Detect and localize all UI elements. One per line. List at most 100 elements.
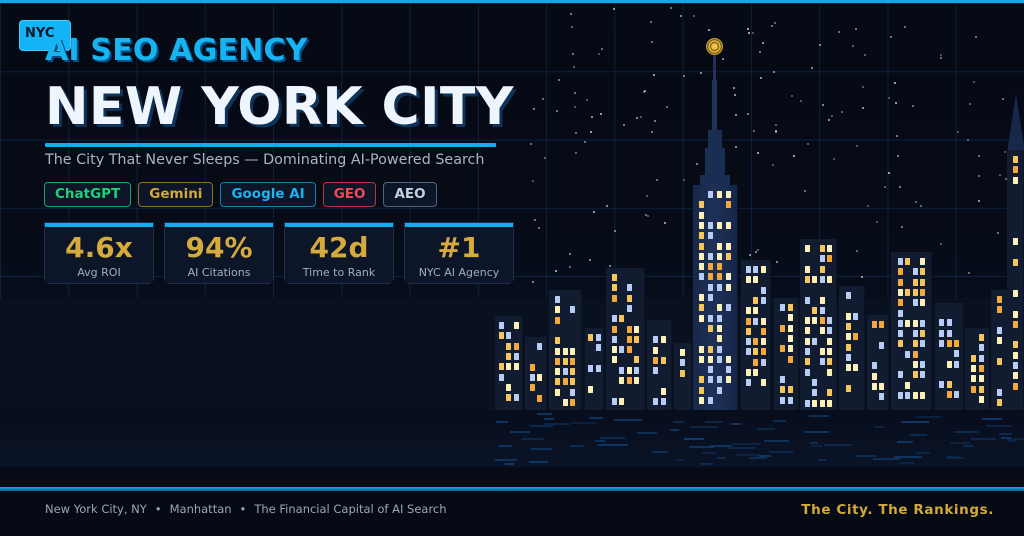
nyc-badge: NYC [19,20,71,51]
window-light [845,312,851,320]
window-light [707,252,713,260]
platform-tags: ChatGPT Gemini Google AI GEO AEO [44,182,437,207]
footer-city: New York City, NY [45,502,147,516]
window-light [745,276,751,284]
star-icon [646,215,649,218]
window-light [1012,320,1018,328]
window-light [871,362,877,370]
window-light [819,255,825,263]
window-light [753,369,759,376]
water-ripple [908,433,927,436]
window-light [912,330,918,338]
window-light [845,353,851,361]
star-icon [734,114,737,117]
star-icon [747,112,750,115]
window-light [707,283,713,291]
water-ripple [854,455,876,458]
star-icon [775,131,778,134]
water-ripple [531,447,552,450]
window-light [897,371,903,379]
tower-spire [712,80,717,132]
window-light [698,221,704,229]
window-light [626,284,632,292]
water-ripple [543,417,554,420]
window-light [506,352,512,360]
window-light [760,379,766,387]
star-icon [884,185,887,188]
water-ripple [709,445,732,448]
window-light [819,306,825,314]
star-icon [758,50,761,53]
window-light [905,350,910,358]
star-icon [652,74,655,77]
building [525,337,547,410]
window-light [954,360,960,368]
window-light [753,338,759,346]
water-ripple [917,415,941,418]
window-light [827,275,832,283]
window-light [819,348,825,355]
star-icon [572,52,574,55]
window-light [570,399,576,406]
tag-aeo: AEO [383,182,437,207]
stat-accent-bar [165,223,273,227]
water-ripple [528,460,548,463]
star-icon [772,164,775,167]
window-light [819,358,825,366]
window-light [946,319,952,327]
window-light [753,296,759,304]
window-light [555,347,561,355]
star-icon [570,12,573,15]
star-icon [888,96,891,99]
water-ripple [809,414,830,417]
window-light [619,346,624,354]
tag-gemini: Gemini [138,182,214,207]
window-light [787,304,793,311]
window-light [780,324,785,332]
window-light [897,258,903,265]
water-ripple [735,454,761,457]
star-icon [693,14,696,17]
water-ripple [971,438,997,441]
star-icon [574,105,577,108]
window-light [780,396,785,404]
window-light [1012,341,1018,349]
star-icon [680,15,683,18]
star-icon [968,103,971,106]
star-icon [752,130,755,132]
water-ripple [823,443,852,446]
stat-card-rank: #1 NYC AI Agency [404,222,514,284]
window-light [780,304,785,311]
window-light [555,316,561,324]
window-light [827,327,832,335]
window-light [1012,259,1018,266]
star-icon [887,171,890,174]
water-ripple [674,459,685,462]
window-light [897,340,903,348]
star-icon [643,89,646,92]
window-light [897,268,903,276]
star-icon [591,116,594,119]
window-light [698,201,704,209]
star-icon [640,116,643,119]
window-light [939,381,945,389]
footer-separator: • [154,502,162,516]
building [606,268,645,410]
star-icon [569,266,572,269]
window-light [555,368,561,376]
window-light [804,327,810,335]
window-light [707,366,713,374]
window-light [716,386,722,394]
star-icon [821,103,824,106]
star-icon [759,77,762,80]
building [839,286,865,410]
window-light [1012,362,1018,369]
water-ripple [717,457,727,460]
window-light [845,343,851,351]
window-light [716,345,722,353]
building [647,320,672,410]
window-light [920,330,925,338]
river-reflection [0,410,1024,467]
window-light [707,221,713,229]
star-icon [636,117,639,120]
